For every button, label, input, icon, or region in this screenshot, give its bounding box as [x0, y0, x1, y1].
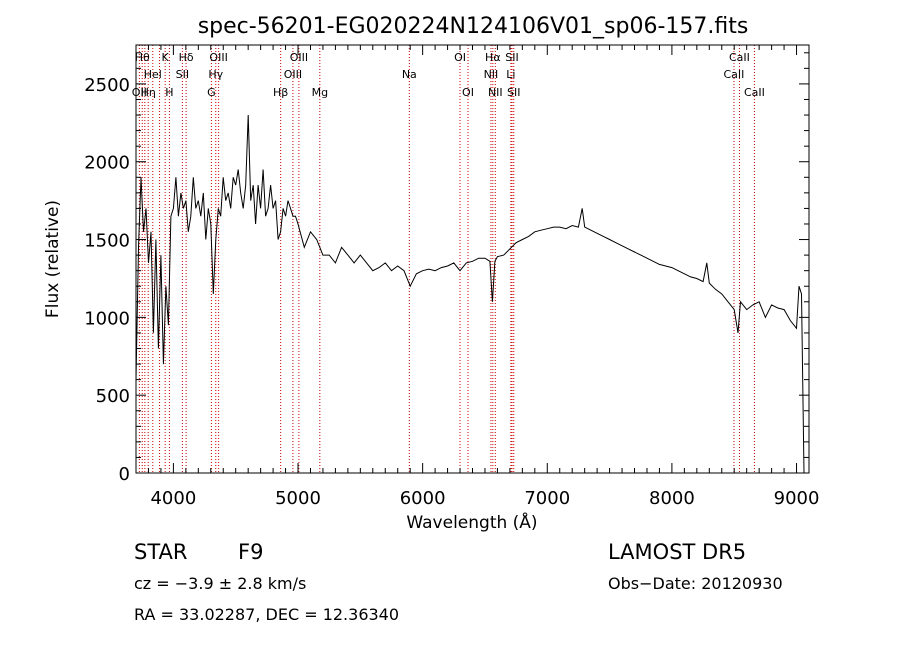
line-marker-label: OI [462, 86, 474, 99]
line-marker-label: Hel [144, 68, 162, 81]
line-marker-label: H [165, 86, 173, 99]
y-tick-label: 1500 [84, 231, 130, 252]
chart-title: spec-56201-EG020224N124106V01_sp06-157.f… [198, 14, 749, 39]
line-marker-labels: OIIHθHηHelKHSIIHδGHγOIIIHβOIIIOIIIMgNaOI… [132, 51, 765, 99]
line-marker-label: OIII [290, 51, 308, 64]
line-marker-label: K [162, 51, 170, 64]
spectrum-line [135, 114, 805, 474]
x-tick-label: 8000 [649, 488, 695, 509]
obs-date: Obs−Date: 20120930 [608, 574, 783, 593]
line-marker-label: CaII [724, 68, 745, 81]
x-tick-label: 7000 [524, 488, 570, 509]
line-marker-label: CaII [729, 51, 750, 64]
line-marker-label: SII [505, 51, 518, 64]
line-marker-label: Hβ [273, 86, 288, 99]
object-class: STAR [134, 540, 187, 564]
line-markers [138, 45, 755, 473]
line-marker-label: NII [484, 68, 499, 81]
line-marker-label: NII [488, 86, 503, 99]
x-tick-label: 9000 [774, 488, 820, 509]
line-marker-label: Mg [312, 86, 328, 99]
y-tick-label: 0 [119, 464, 130, 485]
line-marker-label: Hθ [135, 51, 150, 64]
plot-frame [135, 44, 810, 474]
line-marker-label: Hη [141, 86, 156, 99]
line-marker-label: G [207, 86, 216, 99]
line-marker-label: Na [402, 68, 417, 81]
object-subclass: F9 [238, 540, 263, 564]
x-tick-label: 4000 [150, 488, 196, 509]
line-marker-label: CaII [744, 86, 765, 99]
redshift-text: cz = −3.9 ± 2.8 km/s [134, 574, 306, 593]
line-marker-label: OIII [209, 51, 227, 64]
y-tick-label: 2500 [84, 75, 130, 96]
y-tick-label: 500 [96, 386, 130, 407]
ra-dec-text: RA = 33.02287, DEC = 12.36340 [134, 605, 399, 624]
line-marker-label: OI [454, 51, 466, 64]
y-tick-label: 2000 [84, 153, 130, 174]
y-axis-ticks: 0 500 1000 1500 2000 2500 [84, 52, 809, 485]
line-marker-label: Hδ [179, 51, 194, 64]
line-marker-label: SII [176, 68, 189, 81]
line-marker-label: SII [507, 86, 520, 99]
y-tick-label: 1000 [84, 308, 130, 329]
x-tick-label: 5000 [275, 488, 321, 509]
line-marker-label: OIII [284, 68, 302, 81]
line-marker-label: Hγ [208, 68, 223, 81]
x-axis-label: Wavelength (Å) [406, 511, 537, 533]
line-marker-label: Li [506, 68, 515, 81]
survey-name: LAMOST DR5 [608, 540, 746, 564]
x-axis-ticks: 4000 5000 6000 7000 8000 9000 [147, 45, 820, 509]
y-axis-label: Flux (relative) [43, 200, 63, 318]
x-tick-label: 6000 [400, 488, 446, 509]
line-marker-label: Hα [485, 51, 501, 64]
